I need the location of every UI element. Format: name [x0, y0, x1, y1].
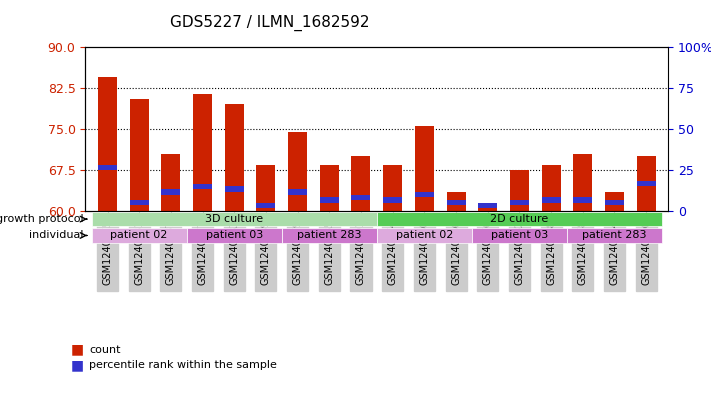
Bar: [479, 203, 497, 211]
Text: patient 03: patient 03: [491, 230, 548, 241]
FancyBboxPatch shape: [567, 228, 662, 243]
Bar: [636, 156, 656, 211]
FancyBboxPatch shape: [92, 228, 187, 243]
Bar: [447, 192, 466, 211]
FancyBboxPatch shape: [377, 212, 662, 226]
FancyBboxPatch shape: [92, 212, 377, 226]
FancyBboxPatch shape: [472, 228, 567, 243]
FancyBboxPatch shape: [377, 228, 472, 243]
Bar: [129, 200, 149, 206]
Bar: [161, 154, 181, 211]
Bar: [383, 197, 402, 203]
Text: ■: ■: [71, 358, 84, 373]
Text: 3D culture: 3D culture: [205, 214, 263, 224]
Bar: [510, 200, 529, 206]
FancyBboxPatch shape: [282, 228, 377, 243]
Bar: [193, 94, 212, 211]
Bar: [257, 165, 275, 211]
Bar: [225, 105, 244, 211]
Bar: [351, 156, 370, 211]
Bar: [320, 197, 339, 203]
Bar: [288, 132, 307, 211]
Bar: [542, 197, 560, 203]
Bar: [320, 165, 339, 211]
Bar: [129, 99, 149, 211]
Bar: [636, 181, 656, 186]
FancyBboxPatch shape: [187, 228, 282, 243]
Bar: [193, 184, 212, 189]
Text: patient 283: patient 283: [297, 230, 362, 241]
Text: 2D culture: 2D culture: [491, 214, 549, 224]
Bar: [415, 126, 434, 211]
Text: patient 02: patient 02: [110, 230, 168, 241]
Text: GDS5227 / ILMN_1682592: GDS5227 / ILMN_1682592: [171, 15, 370, 31]
Text: patient 02: patient 02: [395, 230, 453, 241]
Bar: [447, 200, 466, 206]
Bar: [161, 189, 181, 195]
Bar: [383, 165, 402, 211]
Bar: [98, 165, 117, 170]
Text: count: count: [89, 345, 120, 355]
Bar: [225, 186, 244, 192]
Text: ■: ■: [71, 343, 84, 357]
Bar: [605, 200, 624, 206]
Text: patient 283: patient 283: [582, 230, 647, 241]
Bar: [605, 192, 624, 211]
Bar: [479, 203, 497, 208]
Text: percentile rank within the sample: percentile rank within the sample: [89, 360, 277, 371]
Text: growth protocol: growth protocol: [0, 214, 84, 224]
Bar: [415, 192, 434, 197]
Bar: [573, 154, 592, 211]
Bar: [288, 189, 307, 195]
Bar: [351, 195, 370, 200]
Bar: [98, 77, 117, 211]
Text: patient 03: patient 03: [205, 230, 263, 241]
Bar: [573, 197, 592, 203]
Text: individual: individual: [29, 230, 84, 241]
Bar: [510, 170, 529, 211]
Bar: [257, 203, 275, 208]
Bar: [542, 165, 560, 211]
